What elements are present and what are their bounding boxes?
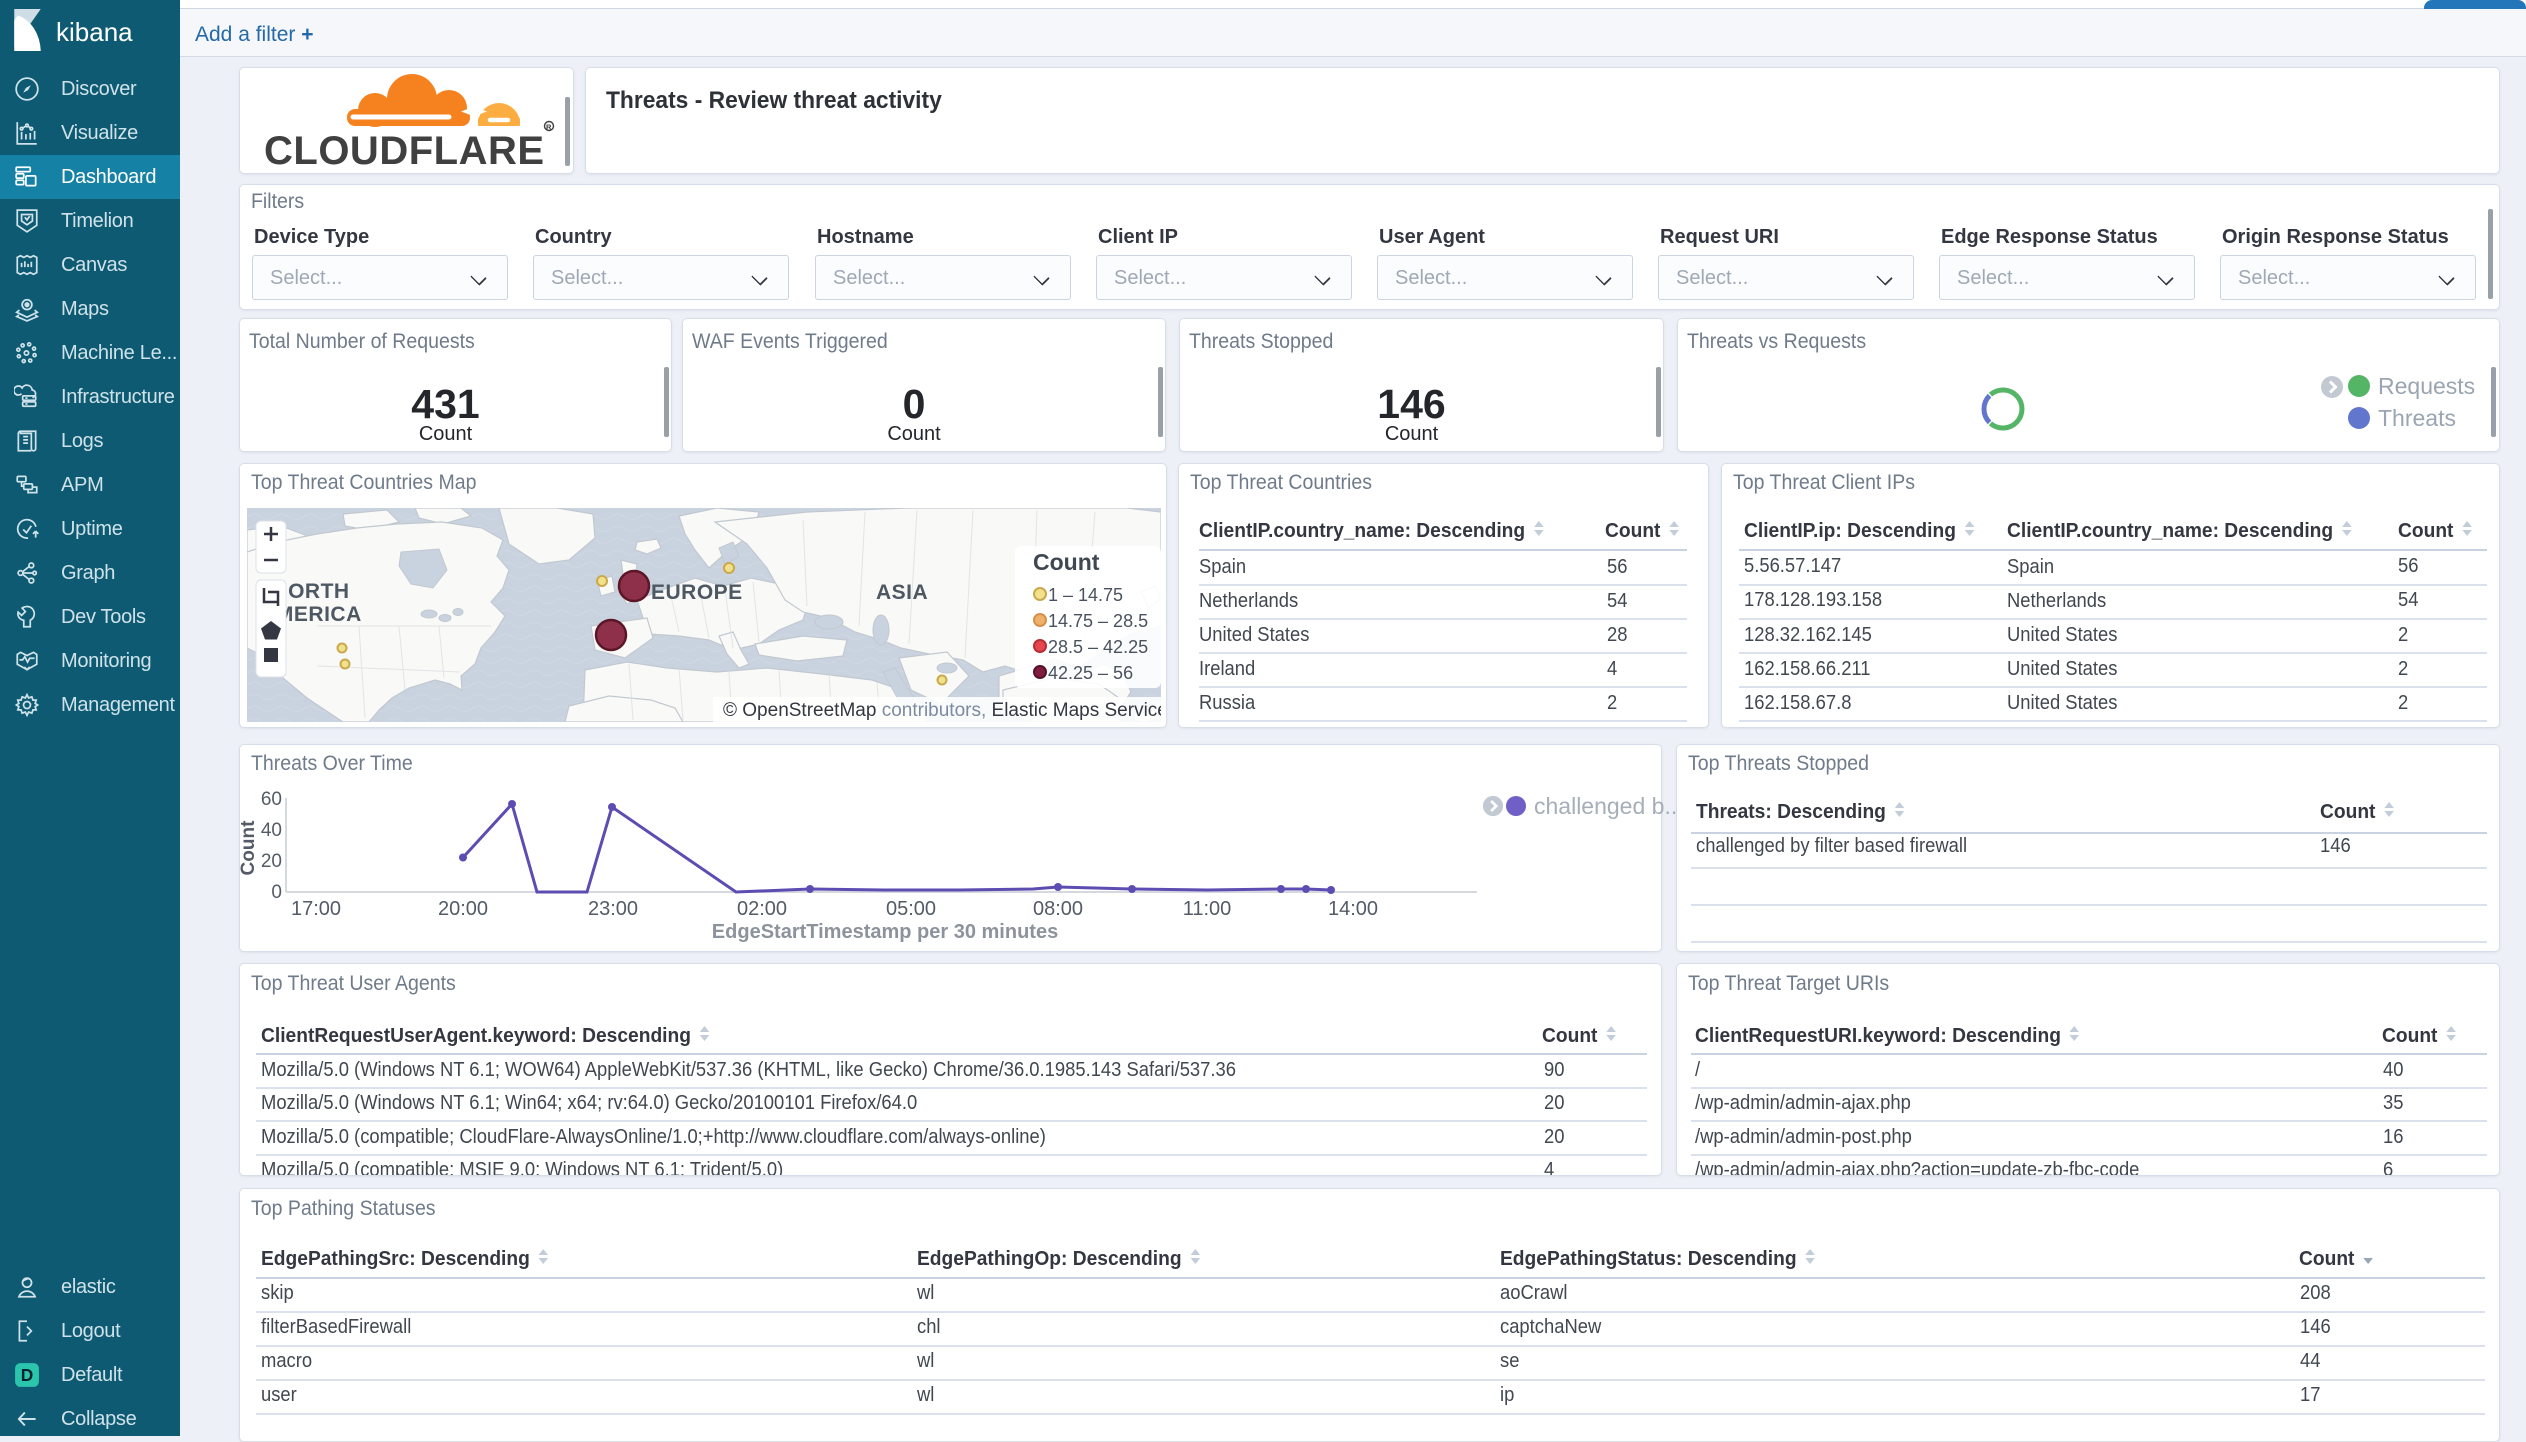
svg-text:20:00: 20:00 xyxy=(438,898,488,920)
svg-text:EUROPE: EUROPE xyxy=(651,581,743,604)
svg-text:40: 40 xyxy=(261,820,282,841)
svg-text:EdgeStartTimestamp per 30 minu: EdgeStartTimestamp per 30 minutes xyxy=(712,921,1058,943)
svg-text:D: D xyxy=(21,1365,34,1385)
svg-text:Count: Count xyxy=(240,820,259,876)
svg-text:02:00: 02:00 xyxy=(737,898,787,920)
svg-text:42.25 – 56: 42.25 – 56 xyxy=(1048,663,1133,683)
svg-text:14:00: 14:00 xyxy=(1328,898,1378,920)
svg-text:60: 60 xyxy=(261,789,282,810)
svg-text:14.75 – 28.5: 14.75 – 28.5 xyxy=(1048,611,1148,631)
svg-text:R: R xyxy=(546,123,552,132)
svg-text:CLOUDFLARE: CLOUDFLARE xyxy=(264,129,545,173)
svg-text:23:00: 23:00 xyxy=(588,898,638,920)
svg-text:20: 20 xyxy=(261,851,282,872)
svg-text:© OpenStreetMap contributors,: © OpenStreetMap contributors, Elastic Ma… xyxy=(723,700,1161,721)
svg-text:0: 0 xyxy=(271,882,282,903)
svg-text:28.5 – 42.25: 28.5 – 42.25 xyxy=(1048,637,1148,657)
svg-text:NORTH: NORTH xyxy=(272,580,349,603)
svg-text:1 – 14.75: 1 – 14.75 xyxy=(1048,585,1123,605)
svg-text:ASIA: ASIA xyxy=(876,581,928,604)
svg-text:08:00: 08:00 xyxy=(1033,898,1083,920)
svg-text:11:00: 11:00 xyxy=(1183,898,1232,920)
svg-text:17:00: 17:00 xyxy=(291,898,341,920)
svg-text:Count: Count xyxy=(1033,549,1100,575)
svg-text:05:00: 05:00 xyxy=(886,898,936,920)
